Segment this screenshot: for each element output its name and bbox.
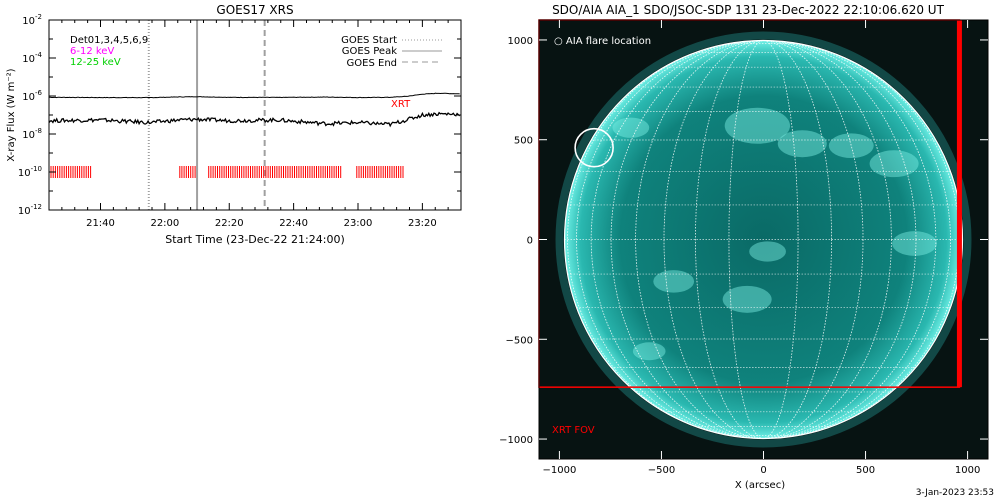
x-axis-label: Start Time (23-Dec-22 21:24:00) [165, 233, 345, 246]
longitude-line [728, 40, 799, 439]
corona-glow [555, 31, 972, 448]
y-tick-label: 10-2 [22, 13, 42, 27]
bright-region [749, 241, 786, 262]
aia-x-axis-label: X (arcsec) [735, 480, 785, 491]
y-tick-label: 10-4 [22, 51, 42, 65]
x-tick-label: 23:00 [344, 218, 373, 229]
y-tick-label: 10-10 [18, 165, 42, 179]
legend-left-detectors: Det01,3,4,5,6,9 [70, 35, 148, 46]
aia-x-tick-label: 1000 [955, 465, 980, 476]
aia-title: SDO/AIA AIA_1 SDO/JSOC-SDP 131 23-Dec-20… [552, 3, 945, 17]
y-axis-label: X-ray Flux (W m⁻²) [6, 68, 17, 161]
aia-y-tick-label: 500 [514, 136, 533, 147]
bright-region [722, 285, 772, 313]
aia-y-tick-label: 1000 [508, 36, 533, 47]
longitude-line [590, 40, 937, 439]
aia-y-tick-label: −500 [506, 335, 533, 346]
flux-series-2 [48, 111, 461, 128]
x-tick-label: 23:20 [408, 218, 437, 229]
aia-x-tick-label: −500 [648, 465, 675, 476]
aia-y-tick-label: 0 [527, 236, 533, 247]
legend-left-6-12kev: 6-12 keV [70, 46, 114, 57]
legend-goes-start: GOES Start [341, 35, 397, 46]
aia-x-tick-label: 500 [856, 465, 875, 476]
aia-image-chart: SDO/AIA AIA_1 SDO/JSOC-SDP 131 23-Dec-20… [500, 3, 989, 491]
flare-location-circle [574, 127, 614, 168]
bright-region [653, 270, 695, 293]
legend-left-12-25kev: 12-25 keV [70, 57, 121, 68]
longitude-line [576, 40, 951, 439]
bright-region [828, 133, 874, 159]
y-tick-label: 10-8 [22, 127, 42, 141]
xrt-exposure-block-4 [356, 166, 404, 178]
goes-xrs-chart: GOES17 XRS 10-12 10-10 10-8 10-6 10-4 10-2 21:… [6, 3, 462, 246]
longitude-line [635, 40, 892, 439]
x-tick-label: 22:40 [279, 218, 308, 229]
x-tick-label: 22:20 [215, 218, 244, 229]
y-tick-label: 10-6 [22, 89, 42, 103]
bright-region [777, 130, 827, 158]
legend-goes-peak: GOES Peak [342, 46, 397, 57]
longitude-line [610, 40, 917, 439]
bright-region [869, 150, 919, 178]
y-tick-label: 10-12 [18, 203, 42, 217]
limb-outline [563, 39, 964, 440]
x-tick-label: 21:40 [86, 218, 115, 229]
longitude-line [695, 40, 832, 439]
bright-region [612, 117, 650, 138]
aia-legend: ○ AIA flare location [554, 36, 651, 47]
bright-region [724, 107, 791, 144]
legend-goes-end: GOES End [347, 58, 397, 69]
xrt-fov-label: XRT FOV [552, 425, 595, 436]
plot-area: 10-12 10-10 10-8 10-6 10-4 10-2 21:40 22:00 22:2… [18, 13, 462, 229]
x-tick-label: 22:00 [150, 218, 179, 229]
chart-title: GOES17 XRS [216, 3, 293, 17]
aia-x-tick-label: 0 [760, 465, 766, 476]
aia-x-tick-label: −1000 [542, 465, 576, 476]
aia-plot-area: −1000 −500 0 500 1000 1000 500 0 −500 −1000 [500, 19, 989, 476]
flux-series-1 [49, 92, 460, 99]
bright-region [632, 342, 666, 361]
longitude-line [663, 40, 864, 439]
xrt-label: XRT [391, 99, 411, 110]
xrt-exposure-block-3 [208, 166, 342, 178]
active-regions [612, 107, 937, 361]
xrt-exposure-block-1 [50, 166, 92, 178]
xrt-exposure-block-2 [179, 166, 196, 178]
bright-region [892, 231, 937, 256]
footer-date: 3-Jan-2023 23:53 [915, 488, 994, 498]
aia-y-tick-label: −1000 [500, 435, 533, 446]
